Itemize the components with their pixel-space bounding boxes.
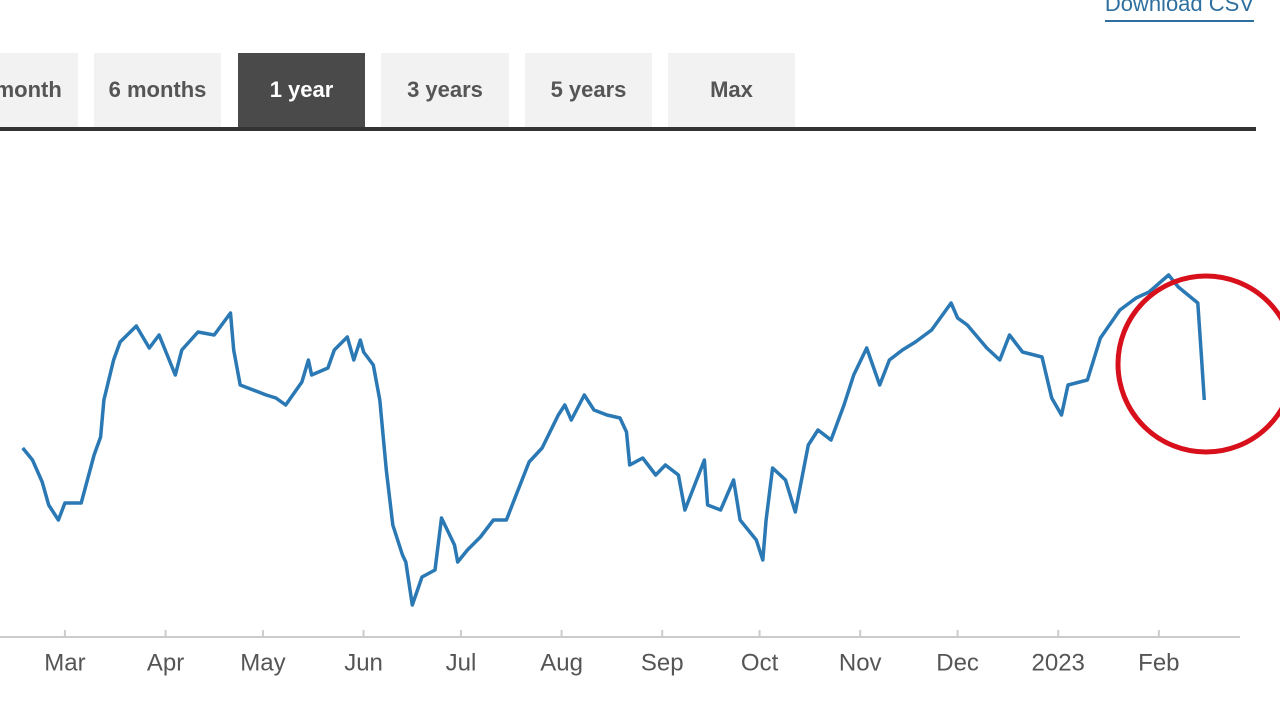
range-tab[interactable]: 1 year	[238, 53, 365, 127]
range-tab[interactable]: 6 months	[94, 53, 221, 127]
highlight-circle	[1115, 273, 1280, 455]
x-tick-label: Jun	[344, 649, 383, 676]
x-tick-label: Feb	[1138, 649, 1179, 676]
range-tab[interactable]: Max	[668, 53, 795, 127]
range-tab[interactable]: 3 years	[381, 53, 509, 127]
tab-underline	[0, 127, 1256, 131]
range-tab[interactable]: 1 month	[0, 53, 78, 127]
x-tick-label: Nov	[839, 649, 882, 676]
range-tab[interactable]: 5 years	[525, 53, 652, 127]
x-tick-label: Oct	[741, 649, 779, 676]
x-tick-label: Jul	[446, 649, 477, 676]
x-tick-label: May	[240, 649, 285, 676]
price-line	[21, 273, 1207, 607]
x-tick-label: Apr	[147, 649, 184, 676]
x-tick-label: Mar	[44, 649, 85, 676]
x-tick-label: Dec	[936, 649, 979, 676]
x-tick-label: 2023	[1032, 649, 1085, 676]
x-tick-label: Sep	[641, 649, 684, 676]
download-csv-link[interactable]: Download CSV	[1104, 0, 1254, 22]
x-tick-label: Aug	[540, 649, 583, 676]
